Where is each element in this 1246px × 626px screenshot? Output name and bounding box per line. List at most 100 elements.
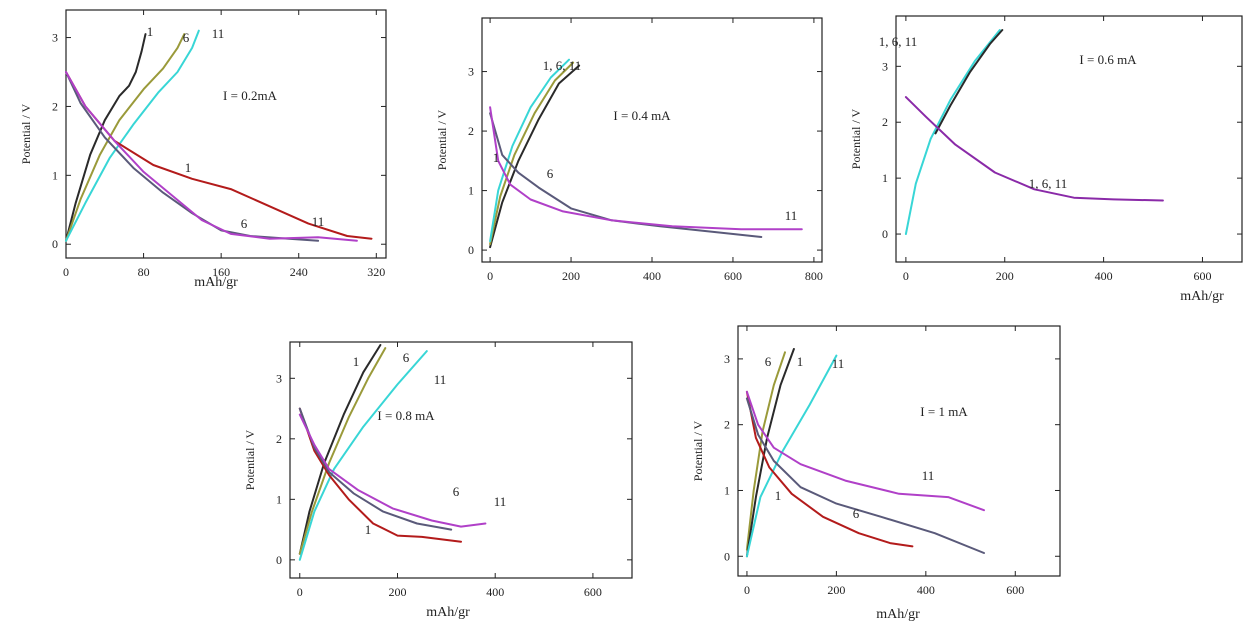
- x-tick-label: 600: [1193, 269, 1211, 283]
- cycle-label: 11: [922, 468, 935, 483]
- x-tick-label: 800: [805, 269, 823, 283]
- chart-panel-1: 0 80 160 240 320 0 1 2 3 Potential / V mAh/gr I = 0…: [0, 0, 410, 310]
- y-tick-label: 1: [882, 171, 888, 185]
- x-tick-label: 0: [297, 585, 303, 599]
- cycle-label: 11: [785, 208, 798, 223]
- cycle-label: 1, 6, 11: [879, 34, 918, 49]
- current-annotation: I = 0.4 mA: [613, 108, 671, 123]
- cycle-label: 1, 6, 11: [1029, 176, 1068, 191]
- series-line: [65, 71, 320, 242]
- cycle-label: 1: [185, 160, 192, 175]
- plot-frame: [737, 325, 1061, 577]
- cycle-label: 1, 6, 11: [543, 58, 582, 73]
- series-line: [489, 64, 581, 249]
- y-tick-label: 2: [724, 418, 730, 432]
- series-line: [298, 407, 462, 543]
- cycle-label: 11: [434, 372, 447, 387]
- x-tick-label: 200: [562, 269, 580, 283]
- chart-svg-4: 0 200 400 600 0 1 2 3 Potential / V mAh/gr I = 0.8…: [243, 341, 633, 620]
- chart-panel-3: 0 200 400 600 0 1 2 3 Potential / V mAh/gr I = 0.6…: [840, 0, 1246, 320]
- chart-svg-1: 0 80 160 240 320 0 1 2 3 Potential / V mAh/gr I = 0…: [19, 9, 387, 290]
- cycle-label: 6: [183, 30, 190, 45]
- y-tick-label: 2: [52, 99, 58, 113]
- chart-svg-3: 0 200 400 600 0 1 2 3 Potential / V mAh/gr I = 0.6…: [849, 15, 1243, 304]
- series-line: [298, 407, 453, 531]
- y-tick-label: 1: [52, 168, 58, 182]
- cycle-label: 6: [547, 166, 554, 181]
- x-tick-label: 0: [903, 269, 909, 283]
- y-tick-label: 1: [468, 184, 474, 198]
- x-tick-label: 200: [388, 585, 406, 599]
- y-tick-label: 3: [468, 65, 474, 79]
- y-axis-title: Potential / V: [849, 108, 863, 169]
- y-tick-label: 0: [276, 553, 282, 567]
- cycle-label: 1: [797, 354, 804, 369]
- y-tick-label: 2: [276, 432, 282, 446]
- cycle-label: 1: [493, 150, 500, 165]
- chart-svg-2: 0 200 400 600 800 0 1 2 3 Potential / V I = 0.4 mA…: [435, 17, 823, 283]
- series-line: [489, 58, 570, 243]
- series-line: [65, 71, 358, 242]
- x-tick-label: 400: [917, 583, 935, 597]
- cycle-label: 6: [853, 506, 860, 521]
- current-annotation: I = 1 mA: [920, 404, 968, 419]
- cycle-label: 11: [312, 214, 325, 229]
- series-line: [65, 33, 186, 242]
- series-line: [745, 397, 985, 554]
- y-tick-label: 0: [52, 237, 58, 251]
- x-tick-label: 400: [1095, 269, 1113, 283]
- series-line: [298, 344, 382, 555]
- x-tick-label: 400: [486, 585, 504, 599]
- cycle-label: 11: [212, 26, 225, 41]
- current-annotation: I = 0.8 mA: [377, 408, 435, 423]
- y-axis-title: Potential / V: [435, 109, 449, 170]
- y-tick-label: 3: [882, 59, 888, 73]
- x-tick-label: 0: [63, 265, 69, 279]
- cycle-label: 1: [365, 522, 372, 537]
- cycle-label: 6: [453, 484, 460, 499]
- cycle-label: 6: [765, 354, 772, 369]
- x-axis-title: mAh/gr: [194, 275, 238, 290]
- series-line: [489, 106, 803, 231]
- series-line: [298, 347, 387, 555]
- x-tick-label: 400: [643, 269, 661, 283]
- series-line: [745, 354, 838, 558]
- cycle-label: 6: [403, 350, 410, 365]
- cycle-label: 1: [775, 488, 782, 503]
- series-line: [489, 61, 575, 246]
- series-line: [904, 29, 1001, 235]
- x-axis-title: mAh/gr: [876, 607, 920, 622]
- y-tick-label: 3: [52, 31, 58, 45]
- current-annotation: I = 0.2mA: [223, 88, 278, 103]
- plot-frame: [895, 15, 1243, 263]
- x-tick-label: 160: [212, 265, 230, 279]
- y-axis-title: Potential / V: [691, 420, 705, 481]
- x-tick-label: 0: [744, 583, 750, 597]
- series-line: [298, 413, 487, 528]
- cycle-label: 1: [147, 24, 154, 39]
- y-tick-label: 3: [276, 371, 282, 385]
- y-tick-label: 2: [468, 124, 474, 138]
- y-tick-label: 0: [468, 243, 474, 257]
- y-tick-label: 1: [724, 483, 730, 497]
- x-axis-title: mAh/gr: [1180, 289, 1224, 304]
- series-line: [65, 33, 147, 242]
- plot-frame: [289, 341, 633, 579]
- x-tick-label: 320: [367, 265, 385, 279]
- y-tick-label: 3: [724, 352, 730, 366]
- x-tick-label: 600: [1006, 583, 1024, 597]
- current-annotation: I = 0.6 mA: [1079, 52, 1137, 67]
- x-axis-title: mAh/gr: [426, 605, 470, 620]
- x-tick-label: 200: [996, 269, 1014, 283]
- series-line: [489, 112, 763, 238]
- cycle-label: 11: [494, 494, 507, 509]
- chart-panel-5: 0 200 400 600 0 1 2 3 Potential / V mAh/gr I = 1 m…: [660, 316, 1070, 626]
- series-line: [298, 350, 428, 561]
- cycle-label: 6: [241, 216, 248, 231]
- x-tick-label: 0: [487, 269, 493, 283]
- chart-svg-5: 0 200 400 600 0 1 2 3 Potential / V mAh/gr I = 1 m…: [691, 325, 1061, 622]
- y-axis-title: Potential / V: [243, 429, 257, 490]
- x-tick-label: 80: [138, 265, 150, 279]
- cycle-label: 11: [832, 356, 845, 371]
- y-tick-label: 2: [882, 115, 888, 129]
